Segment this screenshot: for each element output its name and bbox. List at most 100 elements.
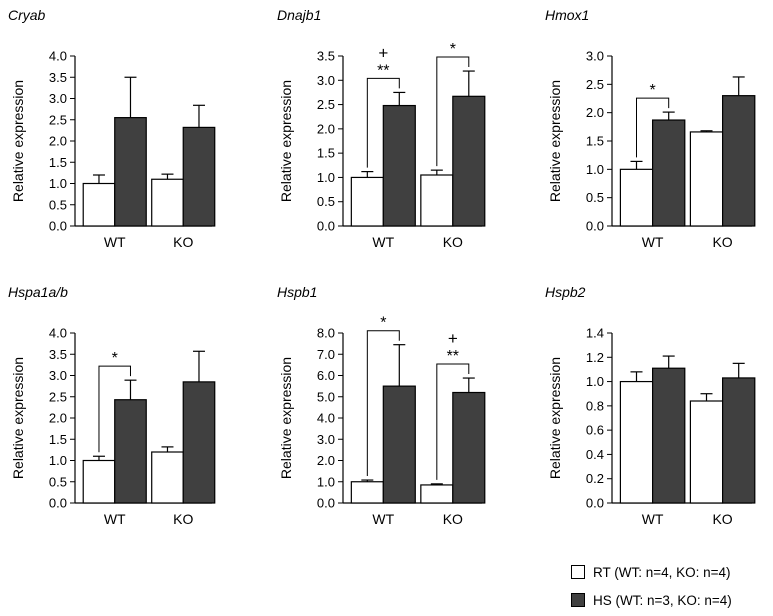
y-tick-label: 1.0 [586,374,604,389]
y-tick-label: 2.5 [586,77,604,92]
bar-rt-ko [420,174,454,227]
y-tick-label: 3.0 [317,73,335,88]
y-tick-label: 4.0 [317,411,335,426]
x-tick-label: KO [712,511,732,527]
legend-item-rt: RT (WT: n=4, KO: n=4) [571,560,771,584]
x-tick-label: KO [173,511,193,527]
y-tick-label: 0.5 [317,194,335,209]
y-tick-label: 3.5 [49,70,67,85]
y-tick-label: 0.0 [586,496,604,511]
significance-bracket [98,365,131,453]
y-tick-label: 1.0 [586,162,604,177]
significance-extra-label: + [448,329,458,348]
y-tick-label: 0.2 [586,471,604,486]
y-axis-label: Relative expression [547,357,563,479]
y-axis-label: Relative expression [547,80,563,202]
y-tick-label: 4.0 [49,326,67,341]
chart-title: Hmox1 [545,7,589,23]
y-tick-label: 0.4 [586,447,604,462]
bar-rt-ko [151,178,184,227]
bar-hs-wt [382,104,416,227]
y-tick-label: 3.5 [49,347,67,362]
y-axis-label: Relative expression [278,80,294,202]
bar-rt-ko [689,400,724,504]
bar-rt-wt [350,481,384,504]
y-tick-label: 1.5 [586,134,604,149]
legend-swatch-hs [571,593,585,607]
y-tick-label: 8.0 [317,326,335,341]
significance-bracket [436,363,470,480]
x-tick-label: KO [443,234,463,250]
legend-label-hs: HS (WT: n=3, KO: n=4) [593,592,732,608]
bar-rt-ko [151,451,184,504]
y-tick-label: 3.0 [49,368,67,383]
y-axis-label: Relative expression [10,357,26,479]
bar-rt-ko [689,131,724,227]
y-tick-label: 2.0 [317,121,335,136]
bar-hs-ko [182,126,216,227]
bar-rt-wt [350,176,384,227]
y-axis-label: Relative expression [278,357,294,479]
y-tick-label: 5.0 [317,389,335,404]
significance-label: * [450,41,456,58]
bar-hs-wt [651,119,686,227]
x-tick-label: WT [104,511,126,527]
bar-rt-wt [82,459,116,504]
bar-hs-wt [114,117,147,227]
y-tick-label: 3.0 [49,91,67,106]
significance-label: ** [377,62,389,79]
chart-panel-5: Hspb1 Relative expression 0.0 1.0 2.0 3.0 4.0 5… [277,284,486,527]
bar-hs-wt [382,385,416,504]
bar-hs-wt [651,367,686,504]
legend-item-hs: HS (WT: n=3, KO: n=4) [571,588,771,612]
y-tick-label: 1.0 [317,474,335,489]
significance-bracket [366,77,400,168]
x-tick-label: WT [642,234,664,250]
y-tick-label: 0.0 [586,219,604,234]
chart-title: Cryab [8,7,46,23]
significance-bracket [636,97,670,158]
significance-extra-label: + [378,43,388,62]
x-tick-label: WT [642,511,664,527]
bar-rt-wt [619,380,654,504]
chart-panel-4: Hspa1a/b Relative expression 0.0 0.5 1.0 1.5 2… [8,284,216,527]
y-tick-label: 1.5 [49,155,67,170]
y-tick-label: 3.0 [317,432,335,447]
y-tick-label: 6.0 [317,368,335,383]
y-tick-label: 2.5 [49,112,67,127]
bar-hs-ko [182,381,216,504]
y-tick-label: 0.0 [49,219,67,234]
x-tick-label: WT [372,511,394,527]
chart-panel-2: Dnajb1 Relative expression 0.0 0.5 1.0 1.5 2.0… [277,7,486,250]
y-tick-label: 0.5 [49,474,67,489]
chart-title: Hspb1 [277,284,317,300]
y-tick-label: 2.0 [49,134,67,149]
significance-label: ** [447,348,459,365]
bar-hs-ko [452,95,486,227]
y-axis-label: Relative expression [10,80,26,202]
y-tick-label: 0.0 [317,496,335,511]
x-tick-label: KO [443,511,463,527]
y-tick-label: 4.0 [49,49,67,64]
x-tick-label: WT [104,234,126,250]
y-tick-label: 3.5 [317,49,335,64]
y-tick-label: 1.5 [317,146,335,161]
y-tick-label: 2.0 [586,105,604,120]
y-tick-label: 1.4 [586,326,604,341]
legend: RT (WT: n=4, KO: n=4) HS (WT: n=3, KO: n… [571,560,771,616]
chart-title: Hspb2 [545,284,586,300]
y-tick-label: 2.5 [317,97,335,112]
y-tick-label: 2.5 [49,389,67,404]
bar-hs-ko [721,377,756,504]
y-tick-label: 0.8 [586,398,604,413]
bar-rt-ko [420,484,454,504]
bar-hs-wt [114,399,147,504]
x-tick-label: KO [173,234,193,250]
y-tick-label: 0.6 [586,423,604,438]
significance-label: * [649,82,655,99]
legend-swatch-rt [571,565,585,579]
bar-rt-wt [82,182,116,227]
x-tick-label: WT [372,234,394,250]
significance-bracket [436,56,470,167]
y-tick-label: 1.0 [317,170,335,185]
